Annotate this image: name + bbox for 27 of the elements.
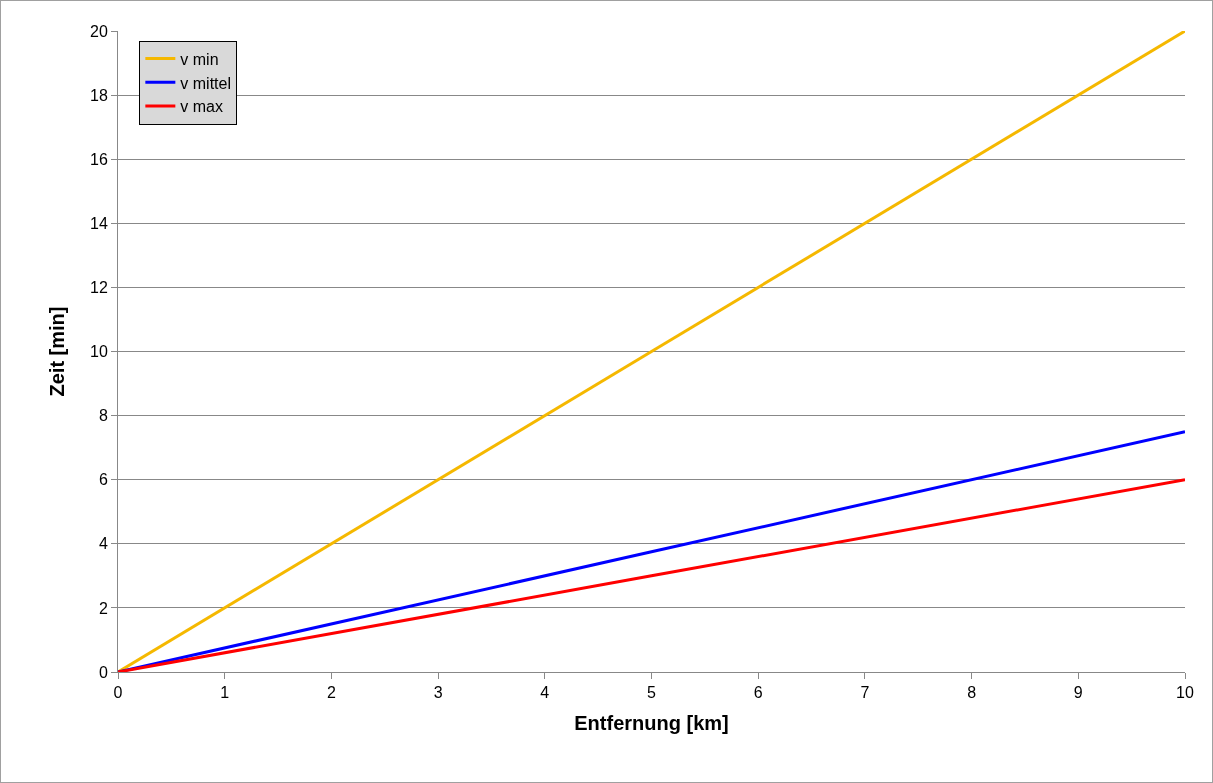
- x-tick-label: 5: [647, 684, 657, 702]
- legend-label: v mittel: [180, 74, 232, 92]
- legend-label: v min: [180, 50, 219, 68]
- x-tick-label: 7: [860, 684, 870, 702]
- y-tick-label: 0: [98, 663, 108, 681]
- x-tick-label: 9: [1073, 684, 1083, 702]
- y-tick-label: 8: [98, 407, 108, 425]
- legend-label: v max: [180, 98, 224, 116]
- y-tick-label: 6: [98, 471, 108, 489]
- y-axis-title: Zeit [min]: [45, 306, 68, 397]
- y-tick-label: 16: [90, 150, 108, 168]
- y-tick-label: 20: [90, 22, 108, 40]
- y-tick-label: 14: [90, 214, 108, 232]
- y-tick-label: 10: [90, 343, 108, 361]
- x-tick-label: 3: [433, 684, 443, 702]
- y-tick-label: 4: [98, 535, 108, 553]
- y-tick-label: 2: [98, 599, 108, 617]
- x-axis-title: Entfernung [km]: [574, 711, 729, 734]
- y-tick-label: 12: [90, 279, 108, 296]
- x-tick-label: 2: [326, 684, 336, 702]
- x-tick-label: 1: [220, 684, 230, 702]
- x-tick-label: 6: [753, 684, 763, 702]
- x-tick-label: 10: [1176, 684, 1194, 702]
- x-tick-label: 8: [967, 684, 977, 702]
- x-tick-label: 0: [113, 684, 123, 702]
- y-tick-label: 18: [90, 86, 108, 104]
- x-tick-label: 4: [540, 684, 550, 702]
